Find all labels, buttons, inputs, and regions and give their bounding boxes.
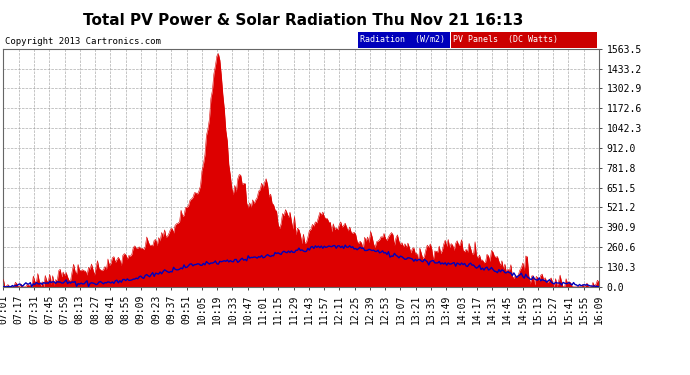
- FancyBboxPatch shape: [357, 32, 450, 48]
- Text: PV Panels  (DC Watts): PV Panels (DC Watts): [453, 36, 558, 45]
- Text: Total PV Power & Solar Radiation Thu Nov 21 16:13: Total PV Power & Solar Radiation Thu Nov…: [83, 13, 524, 28]
- FancyBboxPatch shape: [451, 32, 597, 48]
- Text: Copyright 2013 Cartronics.com: Copyright 2013 Cartronics.com: [5, 38, 161, 46]
- Text: Radiation  (W/m2): Radiation (W/m2): [359, 36, 444, 45]
